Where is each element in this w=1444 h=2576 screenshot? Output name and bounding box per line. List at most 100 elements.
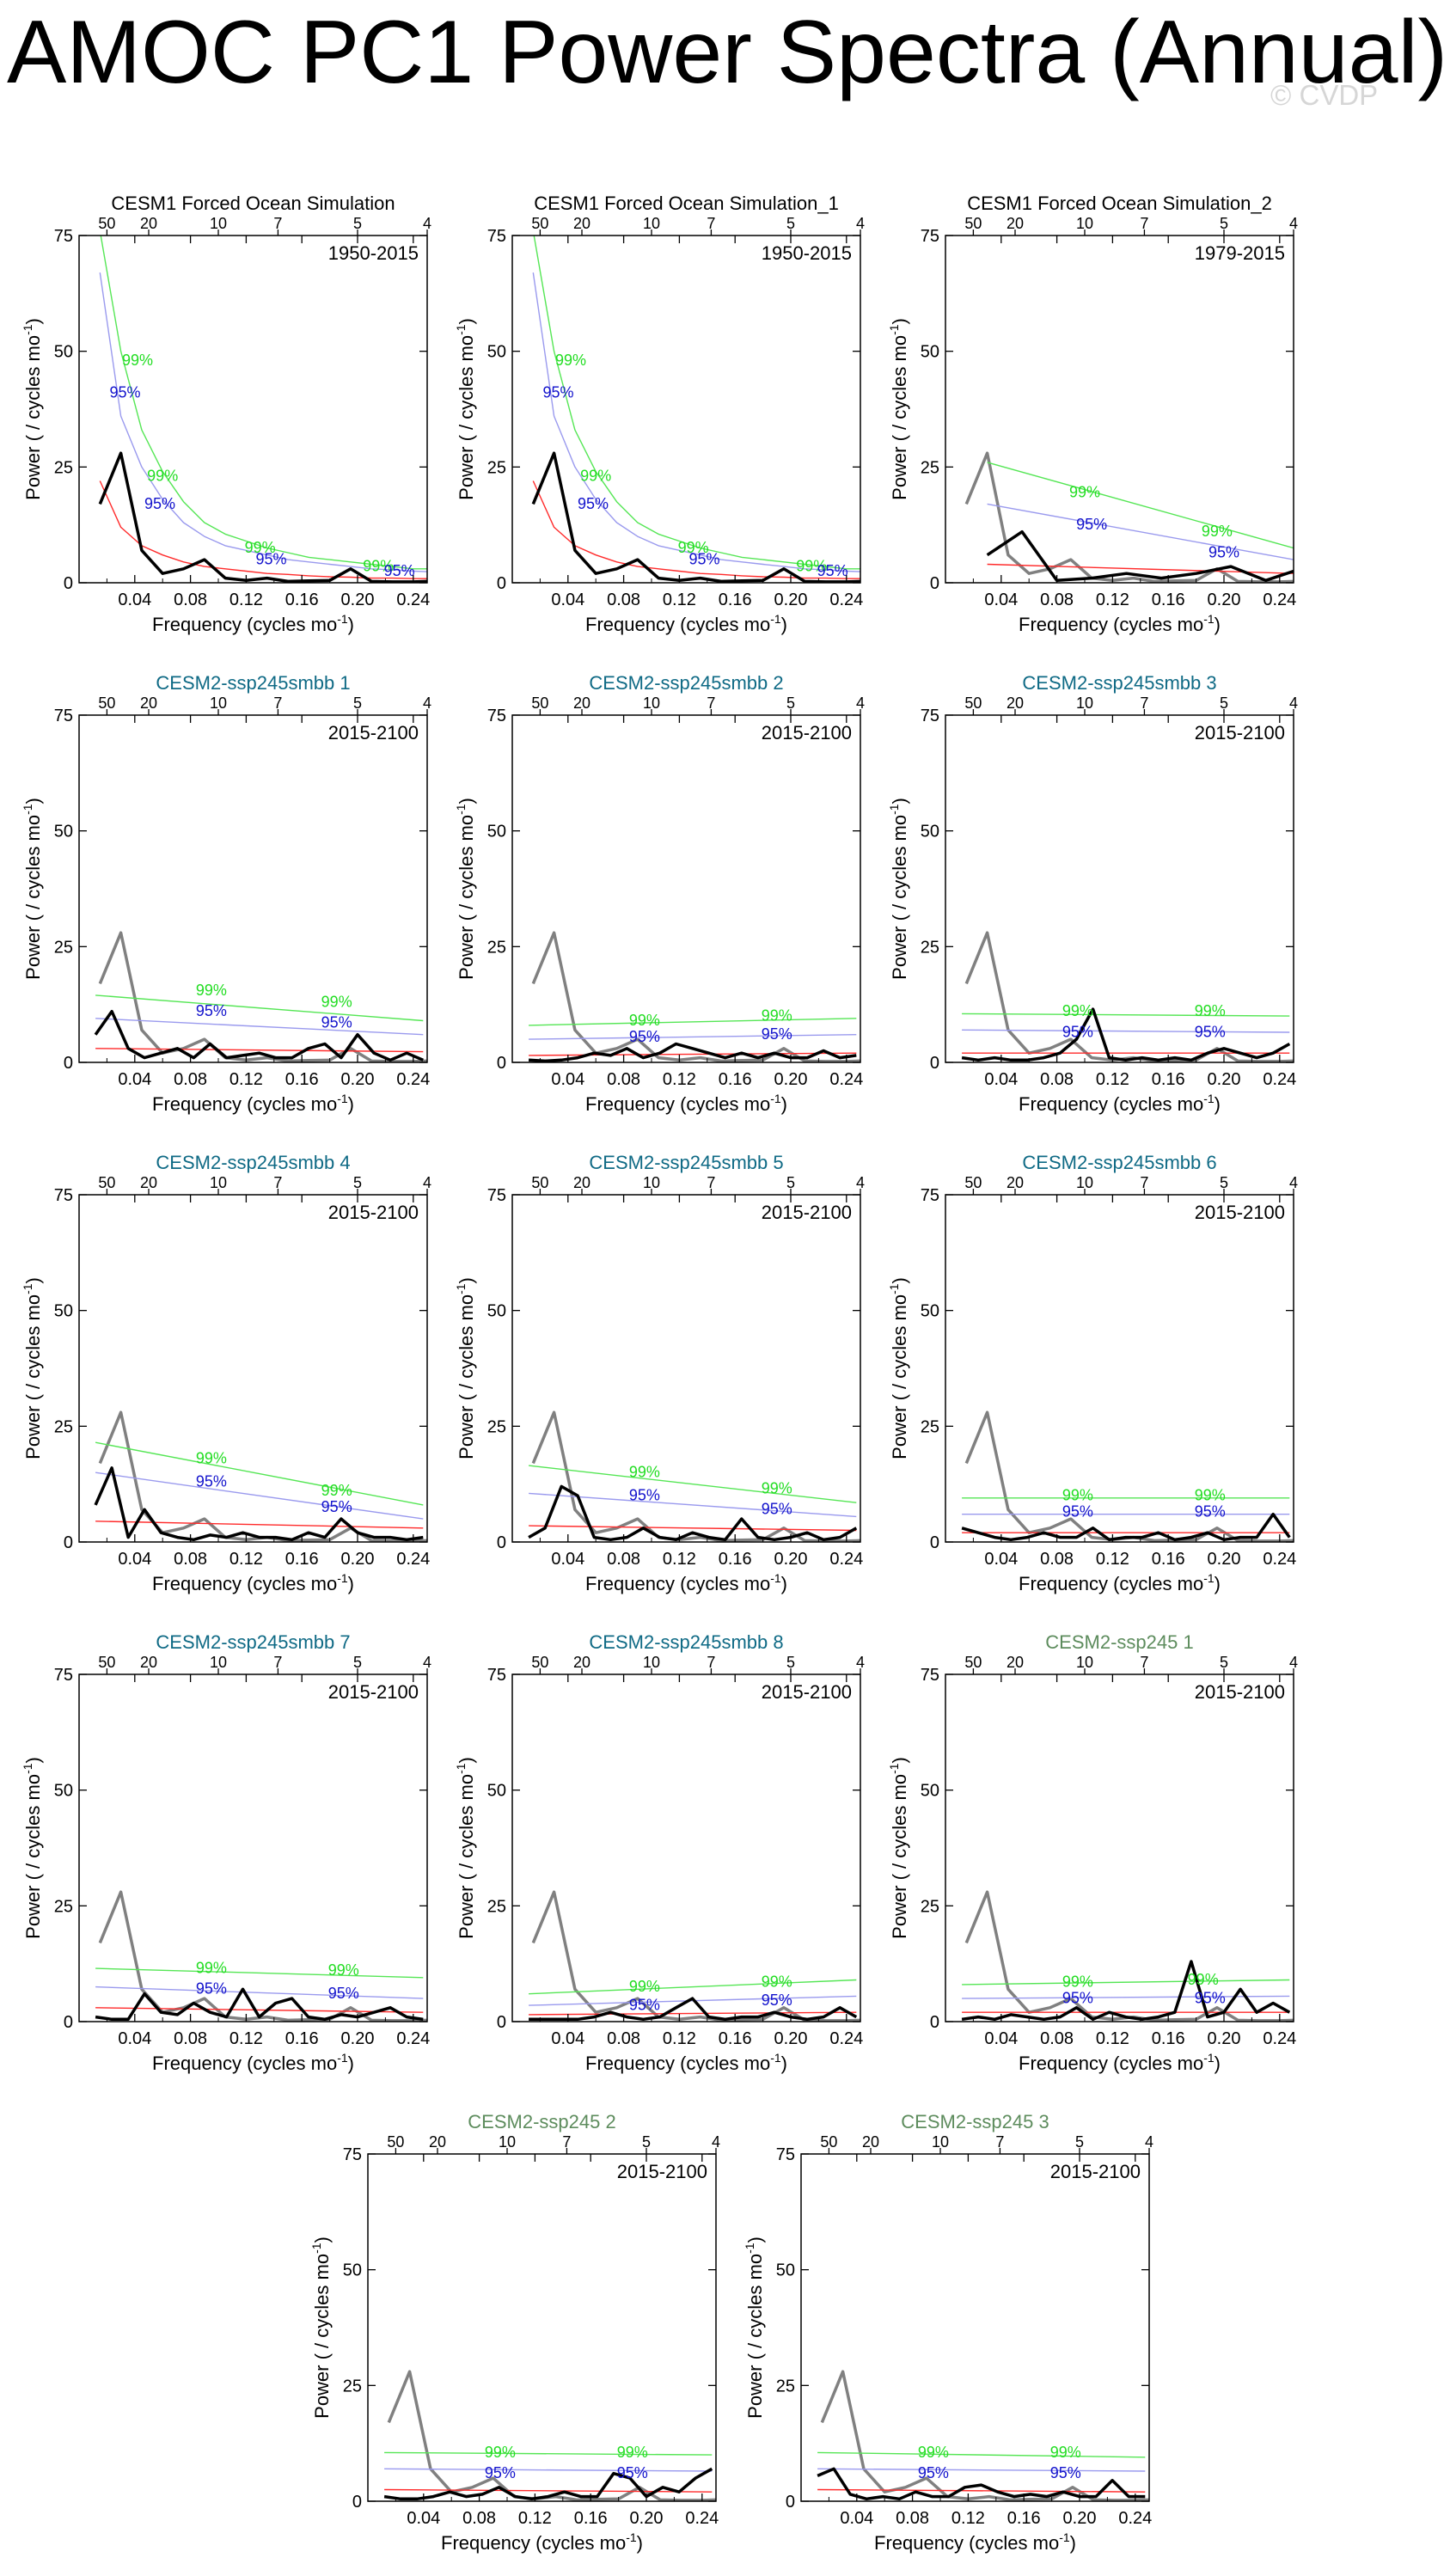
x-axis-label-text: Frequency (cycles mo bbox=[152, 2053, 337, 2074]
x-tick-label: 0.16 bbox=[1152, 1550, 1185, 1569]
sig-label-99: 99% bbox=[1069, 483, 1100, 500]
x-axis-label-text: Frequency (cycles mo bbox=[152, 614, 337, 635]
sig-label-99: 99% bbox=[678, 539, 709, 556]
y-tick-label: 25 bbox=[921, 1897, 939, 1916]
x-tick-label: 0.20 bbox=[1208, 590, 1241, 609]
sig-label-99: 99% bbox=[762, 1007, 792, 1025]
plot-frame bbox=[78, 1194, 428, 1543]
period-tick-label: 4 bbox=[1289, 694, 1298, 712]
y-tick-label: 25 bbox=[487, 1897, 506, 1916]
sig-label-99: 99% bbox=[1062, 1487, 1093, 1504]
series-95pct bbox=[962, 1995, 1290, 1999]
x-axis-label-sup: -1 bbox=[1203, 1571, 1215, 1585]
period-tick-label: 7 bbox=[1140, 215, 1148, 232]
period-tick-label: 20 bbox=[1007, 215, 1024, 232]
sig-label-95: 95% bbox=[1076, 516, 1107, 533]
chart-panel-14: CESM2-ssp245 3 99% 99% 95% 95% 0.04 0.08 0.12 0.… bbox=[743, 2111, 1153, 2554]
series-reference bbox=[964, 931, 1294, 1062]
sig-label-95: 95% bbox=[485, 2464, 516, 2481]
plot-frame bbox=[800, 2153, 1150, 2502]
y-axis-label-end: ) bbox=[889, 798, 910, 804]
x-tick-label: 0.04 bbox=[984, 590, 1018, 609]
series-red-noise bbox=[529, 1525, 857, 1532]
period-tick-label: 20 bbox=[140, 215, 157, 232]
series-spectrum bbox=[528, 1484, 858, 1542]
period-tick-label: 20 bbox=[573, 215, 590, 232]
series-spectrum bbox=[94, 1009, 424, 1062]
series-99pct bbox=[95, 994, 424, 1022]
y-tick-label: 25 bbox=[776, 2377, 795, 2395]
x-tick-label: 0.16 bbox=[719, 1070, 752, 1089]
period-label: 1979-2015 bbox=[1195, 242, 1285, 264]
y-tick-label: 75 bbox=[54, 1666, 73, 1685]
y-axis-label: Power ( / cycles mo-1) bbox=[21, 1757, 44, 1939]
series-95pct bbox=[99, 272, 427, 572]
x-tick-label: 0.16 bbox=[285, 1550, 319, 1569]
sig-label-95: 95% bbox=[542, 384, 573, 401]
period-tick-label: 5 bbox=[1220, 1654, 1228, 1671]
series-reference bbox=[531, 1410, 860, 1542]
chart-panel-5: CESM2-ssp245smbb 299% 99%95% 95%0.04 0.08 0.… bbox=[454, 672, 865, 1115]
chart-panel-1: CESM1 Forced Ocean Simulation 99% 99% 99% 99… bbox=[21, 193, 431, 635]
y-tick-label: 75 bbox=[487, 1666, 506, 1685]
x-tick-label: 0.04 bbox=[551, 1550, 584, 1569]
x-axis-label-end: ) bbox=[348, 1573, 354, 1594]
sig-label-95: 95% bbox=[762, 1992, 792, 2009]
series-spectrum bbox=[817, 2467, 1146, 2501]
y-axis-label-text: Power ( / cycles mo bbox=[456, 335, 477, 500]
sig-label-95: 95% bbox=[1062, 1989, 1093, 2006]
x-tick-label: 0.20 bbox=[1208, 2029, 1241, 2048]
period-tick-label: 50 bbox=[531, 694, 548, 712]
sig-label-99: 99% bbox=[580, 467, 611, 484]
x-tick-label: 0.04 bbox=[118, 1070, 151, 1089]
plot-frame bbox=[78, 1673, 428, 2022]
sig-label-95: 95% bbox=[762, 1501, 792, 1518]
x-tick-label: 0.24 bbox=[829, 1550, 863, 1569]
sig-label-95: 95% bbox=[196, 1002, 227, 1019]
period-tick-label: 20 bbox=[1007, 694, 1024, 712]
period-tick-label: 20 bbox=[1007, 1174, 1024, 1191]
period-label: 2015-2100 bbox=[1195, 1681, 1285, 1703]
x-axis-label: Frequency (cycles mo-1) bbox=[585, 612, 787, 635]
x-axis-label-sup: -1 bbox=[770, 1571, 781, 1585]
sig-label-95: 95% bbox=[144, 495, 175, 512]
y-tick-label: 0 bbox=[352, 2493, 362, 2512]
y-tick-label: 50 bbox=[54, 1782, 73, 1801]
y-axis-label-sup: -1 bbox=[887, 1283, 901, 1294]
x-tick-label: 0.20 bbox=[774, 590, 808, 609]
x-tick-label: 0.04 bbox=[551, 1070, 584, 1089]
y-tick-label: 0 bbox=[64, 1054, 73, 1073]
period-label: 2015-2100 bbox=[328, 1681, 419, 1703]
x-axis-label: Frequency (cycles mo-1) bbox=[152, 2051, 354, 2074]
y-tick-label: 0 bbox=[497, 2013, 506, 2032]
period-tick-label: 20 bbox=[140, 694, 157, 712]
x-tick-label: 0.24 bbox=[1263, 590, 1296, 609]
plot-frame bbox=[511, 1194, 861, 1543]
x-axis-label-sup: -1 bbox=[337, 612, 348, 626]
y-axis-label: Power ( / cycles mo-1) bbox=[21, 318, 44, 500]
x-axis-label-text: Frequency (cycles mo bbox=[585, 614, 770, 635]
series-reference bbox=[964, 451, 1294, 583]
period-tick-label: 7 bbox=[995, 2133, 1004, 2151]
x-tick-label: 0.24 bbox=[829, 1070, 863, 1089]
series-spectrum bbox=[95, 1987, 424, 2022]
x-axis-label: Frequency (cycles mo-1) bbox=[1019, 2051, 1221, 2074]
period-tick-label: 5 bbox=[1220, 1174, 1228, 1191]
period-tick-label: 20 bbox=[573, 1654, 590, 1671]
x-tick-label: 0.12 bbox=[663, 1550, 696, 1569]
series-99pct bbox=[962, 1013, 1290, 1017]
series-reference bbox=[531, 931, 860, 1062]
series-95pct bbox=[987, 503, 1294, 560]
sig-label-99: 99% bbox=[1062, 1973, 1093, 1991]
y-axis-label-sup: -1 bbox=[21, 1283, 34, 1294]
x-tick-label: 0.24 bbox=[685, 2509, 719, 2528]
period-label: 2015-2100 bbox=[762, 1202, 852, 1223]
y-tick-label: 0 bbox=[930, 2013, 939, 2032]
x-tick-label: 0.08 bbox=[607, 590, 640, 609]
plot-frame bbox=[945, 1673, 1294, 2022]
period-tick-label: 7 bbox=[707, 215, 715, 232]
x-tick-label: 0.20 bbox=[774, 1070, 808, 1089]
period-tick-label: 4 bbox=[423, 1654, 431, 1671]
x-axis-label: Frequency (cycles mo-1) bbox=[874, 2530, 1076, 2554]
x-axis-label-sup: -1 bbox=[1203, 612, 1215, 626]
